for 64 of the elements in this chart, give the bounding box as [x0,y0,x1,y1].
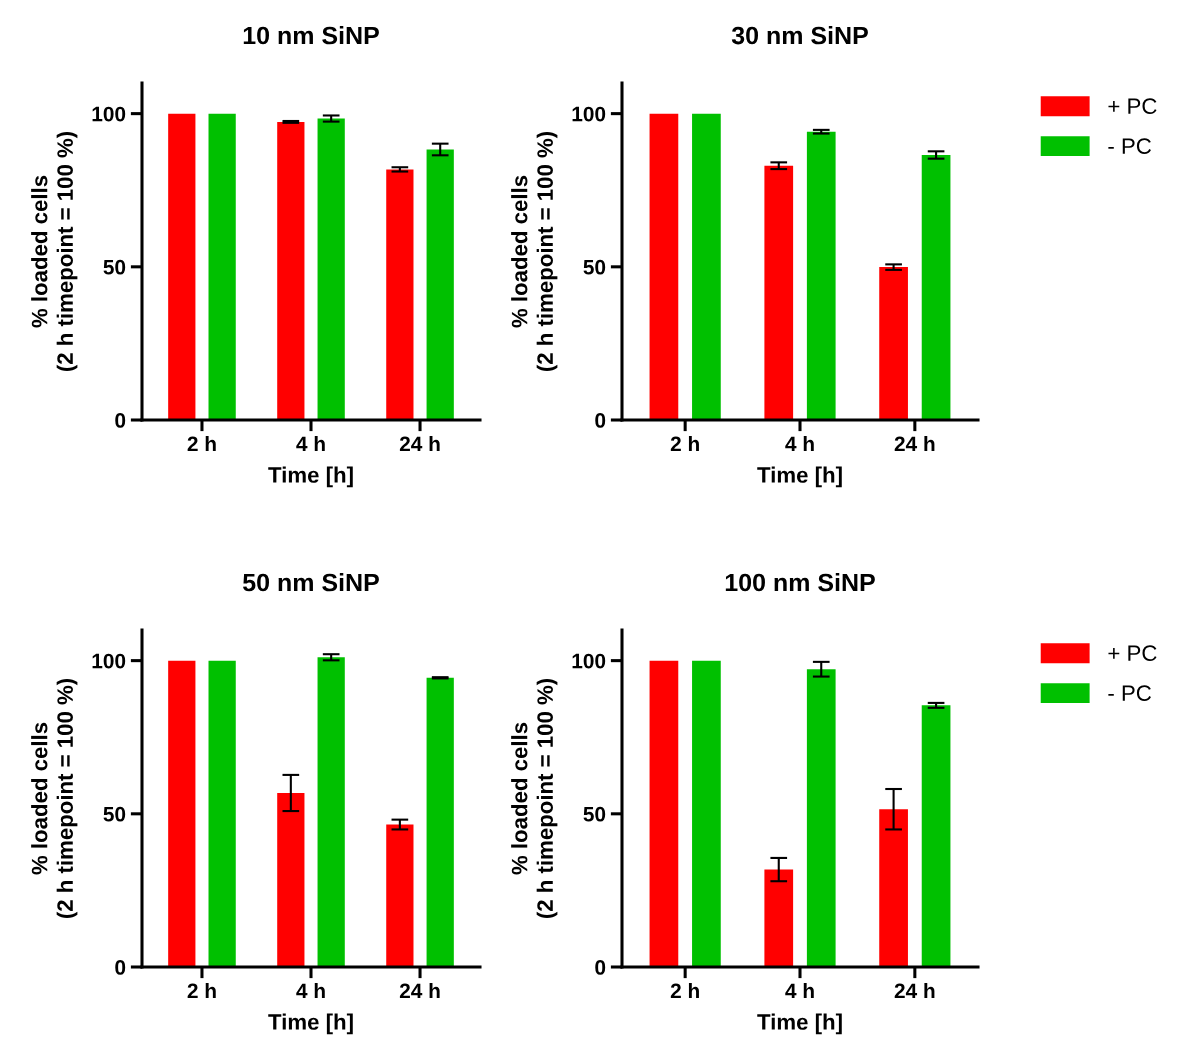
bar [921,705,951,967]
y-axis-title: % loaded cells (2 h timepoint = 100 %) [31,678,78,919]
x-tick-label: 2 h [670,982,699,999]
bar [692,113,721,420]
y-tick-label: 0 [595,960,606,975]
bar [692,660,721,967]
legend-label: - PC [1108,685,1151,701]
bar [649,113,679,420]
x-tick-label: 4 h [785,982,814,999]
x-tick-label: 2 h [670,435,699,452]
bar [168,660,196,967]
x-tick-label: 2 h [187,982,216,999]
bar [921,155,951,420]
y-tick-label: 50 [103,806,126,822]
x-axis-title: Time [h] [268,1013,353,1035]
chart-title: 10 nm SiNP [243,25,379,45]
bar [168,113,196,420]
x-tick-label: 24 h [894,982,935,999]
y-tick-label: 50 [583,259,606,275]
chart-title: 50 nm SiNP [243,572,379,592]
bar [386,824,414,967]
x-tick-label: 4 h [785,435,814,452]
bar [426,149,454,420]
bar [764,165,794,420]
bar [317,118,345,420]
bar [208,113,236,420]
x-axis-title: Time [h] [757,466,842,488]
x-tick-label: 24 h [399,982,440,999]
chart-title: 100 nm SiNP [725,572,875,592]
x-tick-label: 2 h [187,435,216,452]
x-tick-label: 4 h [296,435,325,452]
legend-label: + PC [1108,98,1157,115]
y-tick-label: 100 [92,653,126,669]
y-axis-title: % loaded cells (2 h timepoint = 100 %) [31,131,78,372]
y-tick-label: 100 [572,106,606,122]
bar [277,121,305,420]
bar [426,677,454,967]
y-tick-label: 100 [572,653,606,669]
x-tick-label: 24 h [399,435,440,452]
y-tick-label: 0 [595,413,606,428]
y-tick-label: 50 [103,259,126,275]
bar [386,169,414,420]
y-tick-label: 50 [583,806,606,822]
legend-label: + PC [1108,645,1157,662]
y-axis-title: % loaded cells (2 h timepoint = 100 %) [511,678,558,919]
bar [208,660,236,967]
y-tick-label: 0 [115,413,126,428]
x-axis-title: Time [h] [268,466,353,488]
bar [764,869,794,967]
bar [806,669,836,967]
chart-title: 30 nm SiNP [731,25,868,45]
bar [277,792,305,967]
x-tick-label: 4 h [296,982,325,999]
bar [317,657,345,967]
x-tick-label: 24 h [894,435,935,452]
y-tick-label: 100 [92,106,126,122]
legend-label: - PC [1108,138,1151,154]
x-axis-title: Time [h] [757,1013,842,1035]
bar [649,660,679,967]
y-axis-title: % loaded cells (2 h timepoint = 100 %) [511,131,558,372]
bar [806,131,836,420]
bar [879,809,908,967]
y-tick-label: 0 [115,960,126,975]
bar [879,267,908,420]
